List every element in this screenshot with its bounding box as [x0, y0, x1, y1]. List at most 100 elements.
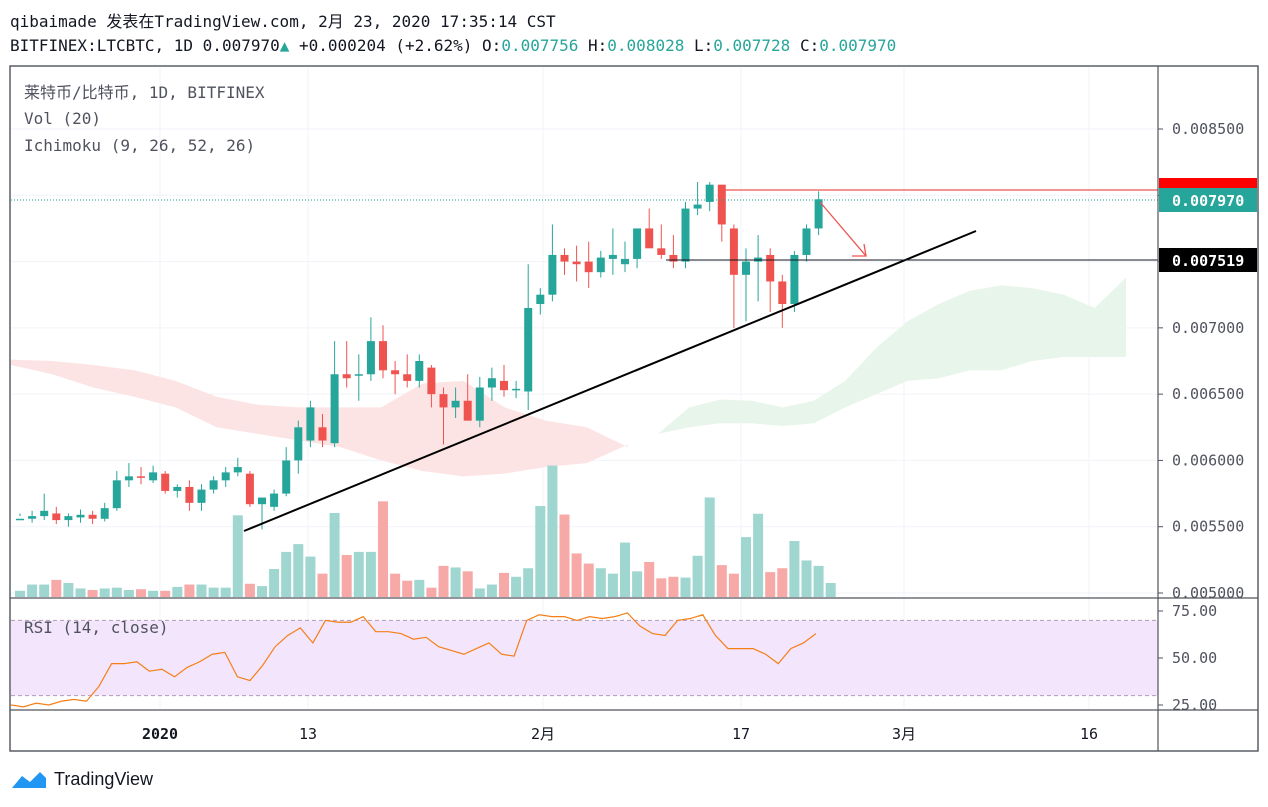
- candle-body: [657, 248, 666, 255]
- brand-name: TradingView: [54, 768, 154, 789]
- candle-body: [258, 497, 266, 505]
- candle-body: [64, 516, 73, 521]
- volume-bar: [704, 497, 715, 597]
- volume-bar: [511, 576, 522, 597]
- price-tick-label: 0.005500: [1172, 518, 1244, 536]
- candle-body: [584, 261, 593, 273]
- rsi-tick-label: 75.00: [1172, 602, 1217, 620]
- high-label: H:: [588, 36, 608, 55]
- up-triangle-icon: ▲: [279, 36, 290, 55]
- last-price: 0.007970: [202, 36, 280, 55]
- tradingview-logo[interactable]: TradingView: [10, 768, 153, 790]
- candle-body: [245, 473, 254, 505]
- volume-bar: [607, 573, 618, 597]
- candle-body: [112, 480, 121, 509]
- candle-body: [778, 281, 787, 304]
- candle-body: [40, 510, 49, 517]
- current-price-tag: [1159, 188, 1257, 212]
- legend-ichimoku: Ichimoku (9, 26, 52, 26): [24, 136, 255, 155]
- chart-frame: [9, 65, 1259, 752]
- volume-bar: [801, 560, 812, 597]
- volume-bar: [232, 515, 243, 597]
- candle-body: [717, 184, 726, 225]
- line-price-text: 0.007519: [1172, 252, 1244, 270]
- price-change: +0.000204 (+2.62%): [299, 36, 473, 55]
- volume-bar: [813, 565, 824, 597]
- time-axis[interactable]: 2020 13 2月 17 3月 16: [142, 725, 1098, 743]
- legend-title: 莱特币/比特币, 1D, BITFINEX: [24, 83, 265, 102]
- time-tick-label: 13: [299, 725, 317, 743]
- candle-body: [379, 341, 387, 371]
- legend-rsi: RSI (14, close): [24, 618, 169, 637]
- candle-body: [318, 427, 327, 441]
- candle-body: [572, 261, 581, 265]
- candle-body: [149, 472, 158, 481]
- open-value: 0.007756: [501, 36, 579, 55]
- volume-bar: [668, 576, 679, 597]
- volume-bar: [523, 568, 534, 597]
- candle-body: [100, 508, 109, 519]
- volume-bar: [208, 587, 219, 597]
- volume-bar: [111, 587, 122, 597]
- candle-body: [76, 514, 85, 518]
- time-tick-label: 17: [732, 725, 750, 743]
- time-tick-label: 3月: [892, 725, 916, 743]
- high-value: 0.008028: [607, 36, 685, 55]
- candle-body: [28, 516, 37, 519]
- drawings: [11, 189, 1158, 532]
- volume-bar: [196, 584, 207, 597]
- volume-bar: [39, 584, 50, 597]
- rsi-band: [11, 620, 1158, 696]
- volume-bar: [777, 568, 788, 597]
- candle-body: [705, 184, 714, 202]
- candle-body: [693, 204, 702, 209]
- price-tick-label: 0.006500: [1172, 385, 1244, 403]
- volume-bar: [365, 551, 376, 597]
- arrow-head: [852, 243, 867, 257]
- price-tags: 0.007970 0.007519: [1159, 178, 1257, 272]
- volume-bar: [341, 555, 352, 597]
- volume-bar: [547, 465, 558, 597]
- volume-bar: [656, 578, 667, 597]
- candle-body: [500, 380, 508, 391]
- candle-body: [282, 460, 291, 494]
- volume-bar: [148, 590, 159, 597]
- volume-bar: [390, 573, 401, 597]
- volume-bar: [462, 571, 473, 597]
- volume-bar: [269, 569, 280, 597]
- candle-body: [475, 387, 484, 421]
- candle-body: [354, 374, 363, 376]
- support-trendline: [243, 230, 977, 532]
- price-tick-label: 0.005000: [1172, 584, 1244, 602]
- candle-body: [221, 472, 230, 481]
- candle-body: [185, 486, 194, 503]
- candle-body: [233, 467, 242, 473]
- candle-body: [197, 489, 206, 503]
- candle-body: [270, 493, 279, 507]
- volume-bar: [305, 556, 316, 597]
- ohlc-header: BITFINEX:LTCBTC, 1D 0.007970▲ +0.000204 …: [10, 36, 896, 55]
- volume-bar: [825, 583, 836, 597]
- volume-bar: [293, 544, 304, 597]
- candle-body: [330, 374, 339, 444]
- candle-body: [463, 400, 472, 421]
- volume-bar: [716, 565, 727, 597]
- rsi-line: [11, 612, 817, 708]
- volume-bar: [474, 588, 485, 597]
- volume-bar: [51, 579, 62, 597]
- resistance-price-tag: [1159, 178, 1257, 190]
- volume-bar: [27, 584, 38, 597]
- candle-body: [729, 228, 738, 275]
- volume-bar: [15, 590, 25, 597]
- candle-body: [790, 254, 799, 304]
- current-price-text: 0.007970: [1172, 192, 1244, 210]
- candle-body: [294, 427, 303, 461]
- volume-bar: [741, 537, 751, 597]
- volume-bar: [620, 542, 630, 597]
- candle-body: [52, 513, 61, 521]
- volume-bar: [765, 572, 776, 597]
- candle-body: [342, 374, 351, 379]
- volume-bar: [160, 590, 171, 597]
- ichimoku-cloud: [11, 277, 1126, 477]
